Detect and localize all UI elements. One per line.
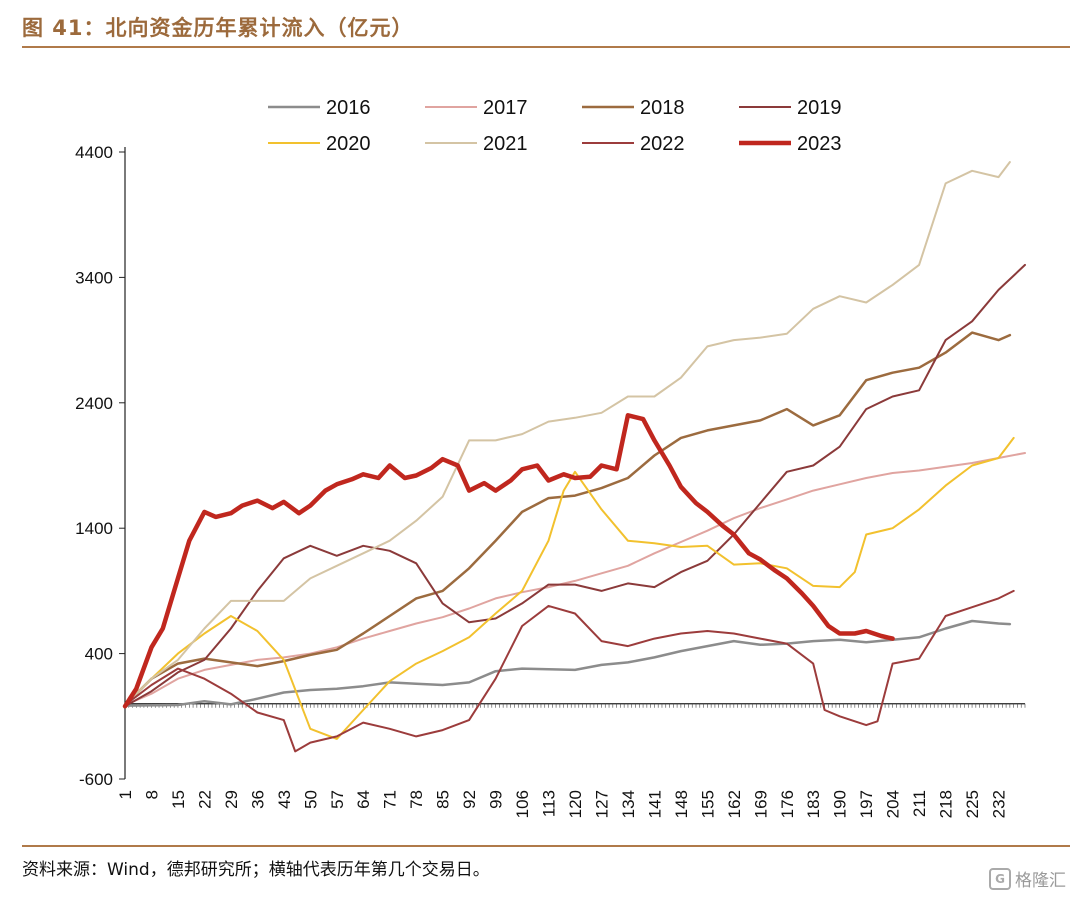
- series-line-2022: [124, 589, 1015, 753]
- x-tick-label: 197: [857, 790, 876, 818]
- x-tick-label: 43: [275, 790, 294, 809]
- series-line-2021: [124, 161, 1011, 706]
- x-tick-label: 50: [301, 790, 320, 809]
- x-tick-label: 120: [566, 790, 585, 818]
- y-tick-label: 4400: [75, 143, 113, 162]
- x-tick-label: 64: [354, 790, 373, 809]
- x-tick-label: 232: [990, 790, 1009, 818]
- line-chart: 2016 2017 2018 2019 2020 2021 2022 2023 -600 400…: [75, 97, 1026, 818]
- legend-label-2019: 2019: [797, 97, 842, 119]
- watermark-text: 格隆汇: [1015, 871, 1066, 891]
- x-tick-label: 8: [142, 790, 161, 799]
- y-tick-label: -600: [79, 770, 113, 789]
- legend-label-2022: 2022: [640, 133, 685, 155]
- footer-divider: [22, 845, 1070, 847]
- x-tick-label: 29: [222, 790, 241, 809]
- x-tick-label: 36: [248, 790, 267, 809]
- series-line-2019: [124, 263, 1026, 708]
- y-tick-label: 3400: [75, 268, 113, 287]
- figure-title: 图 41：北向资金历年累计流入（亿元）: [22, 16, 414, 40]
- x-tick-label: 57: [328, 790, 347, 809]
- x-tick-label: 71: [381, 790, 400, 809]
- x-tick-label: 92: [460, 790, 479, 809]
- chart-legend: 2016 2017 2018 2019 2020 2021 2022 2023: [268, 97, 842, 155]
- series-line-2020: [124, 436, 1015, 740]
- x-tick-label: 141: [645, 790, 664, 818]
- x-tick-label: 162: [725, 790, 744, 818]
- title-divider: [22, 46, 1070, 48]
- y-tick-label: 2400: [75, 394, 113, 413]
- legend-label-2020: 2020: [326, 133, 371, 155]
- x-tick-label: 148: [672, 790, 691, 818]
- legend-label-2016: 2016: [326, 97, 371, 119]
- x-tick-label: 15: [169, 790, 188, 809]
- series-line-2023: [122, 413, 895, 709]
- x-tick-label: 204: [884, 790, 903, 818]
- x-tick-label: 78: [407, 790, 426, 809]
- x-tick-label: 211: [910, 790, 929, 817]
- series-line-2018: [123, 331, 1012, 707]
- watermark-logo-icon: G: [989, 867, 1011, 890]
- chart-series: [122, 161, 1026, 753]
- x-tick-label: 106: [513, 790, 532, 818]
- legend-label-2017: 2017: [483, 97, 528, 119]
- x-tick-label: 190: [831, 790, 850, 818]
- x-tick-label: 1: [116, 790, 135, 799]
- series-line-2016: [123, 619, 1012, 707]
- x-tick-label: 113: [540, 790, 559, 817]
- source-note: 资料来源：Wind，德邦研究所；横轴代表历年第几个交易日。: [22, 860, 490, 880]
- watermark: G 格隆汇: [989, 866, 1066, 891]
- x-tick-label: 225: [963, 790, 982, 818]
- series-line-2017: [124, 452, 1026, 706]
- legend-label-2023: 2023: [797, 133, 842, 155]
- legend-label-2018: 2018: [640, 97, 685, 119]
- x-tick-label: 134: [619, 790, 638, 818]
- chart-axes: -600 400 1400 2400 3400 4400 1 8 15 22 29 36 43 50 57 6…: [75, 143, 1026, 818]
- x-tick-label: 155: [698, 790, 717, 818]
- legend-label-2021: 2021: [483, 133, 528, 155]
- x-tick-label: 183: [804, 790, 823, 818]
- x-tick-label: 127: [592, 790, 611, 818]
- x-tick-label: 169: [751, 790, 770, 818]
- x-tick-label: 176: [778, 790, 797, 818]
- y-tick-label: 400: [85, 645, 113, 664]
- x-tick-label: 85: [434, 790, 453, 809]
- y-tick-label: 1400: [75, 519, 113, 538]
- x-tick-label: 218: [937, 790, 956, 818]
- x-tick-label: 99: [487, 790, 506, 809]
- x-tick-label: 22: [195, 790, 214, 809]
